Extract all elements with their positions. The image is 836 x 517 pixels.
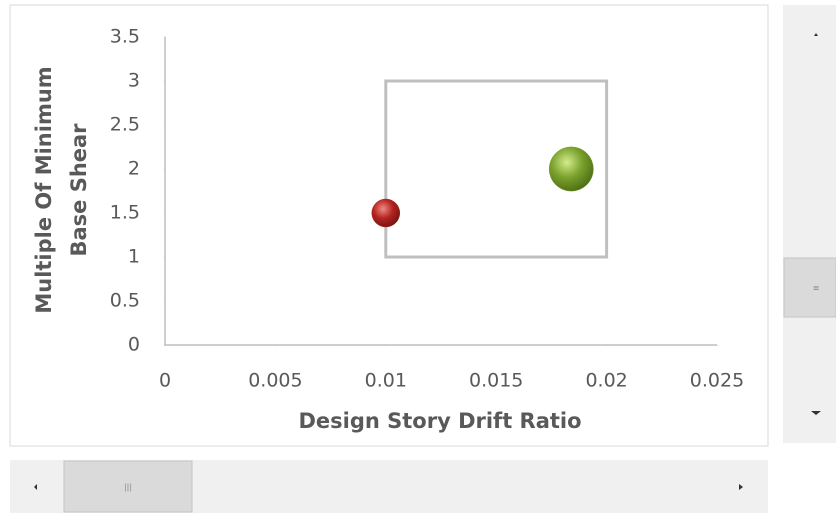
y-tick-label: 3 — [128, 70, 140, 92]
x-tick-label: 0.015 — [469, 370, 523, 392]
y-tick-label: 2.5 — [110, 114, 140, 136]
svg-text:≡: ≡ — [813, 284, 820, 293]
y-tick-label: 2 — [128, 158, 140, 180]
horizontal-scrollbar[interactable]: ||| — [10, 460, 768, 513]
y-axis-title: Multiple Of Minimum — [32, 66, 56, 313]
x-tick-label: 0.025 — [690, 370, 744, 392]
bubble — [548, 146, 594, 192]
x-axis-title: Design Story Drift Ratio — [298, 409, 581, 433]
y-tick-label: 1.5 — [110, 202, 140, 224]
y-tick-label: 3.5 — [110, 26, 140, 48]
x-tick-label: 0 — [159, 370, 171, 392]
plot: 0 0.5 1 1.5 2 2.5 3 3.5 0 0.005 0.01 0.015 0.02 0.025 — [110, 26, 744, 392]
x-tick-label: 0.02 — [585, 370, 627, 392]
y-tick-label: 0 — [128, 334, 140, 356]
y-axis-title: Base Shear — [67, 123, 91, 257]
x-tick-label: 0.005 — [248, 370, 302, 392]
svg-text:|||: ||| — [124, 483, 132, 492]
x-tick-label: 0.01 — [365, 370, 407, 392]
y-tick-label: 1 — [128, 246, 140, 268]
bubble — [371, 198, 401, 228]
y-tick-label: 0.5 — [110, 290, 140, 312]
vertical-scrollbar[interactable]: ≡ — [783, 5, 836, 443]
region-box — [384, 79, 609, 259]
